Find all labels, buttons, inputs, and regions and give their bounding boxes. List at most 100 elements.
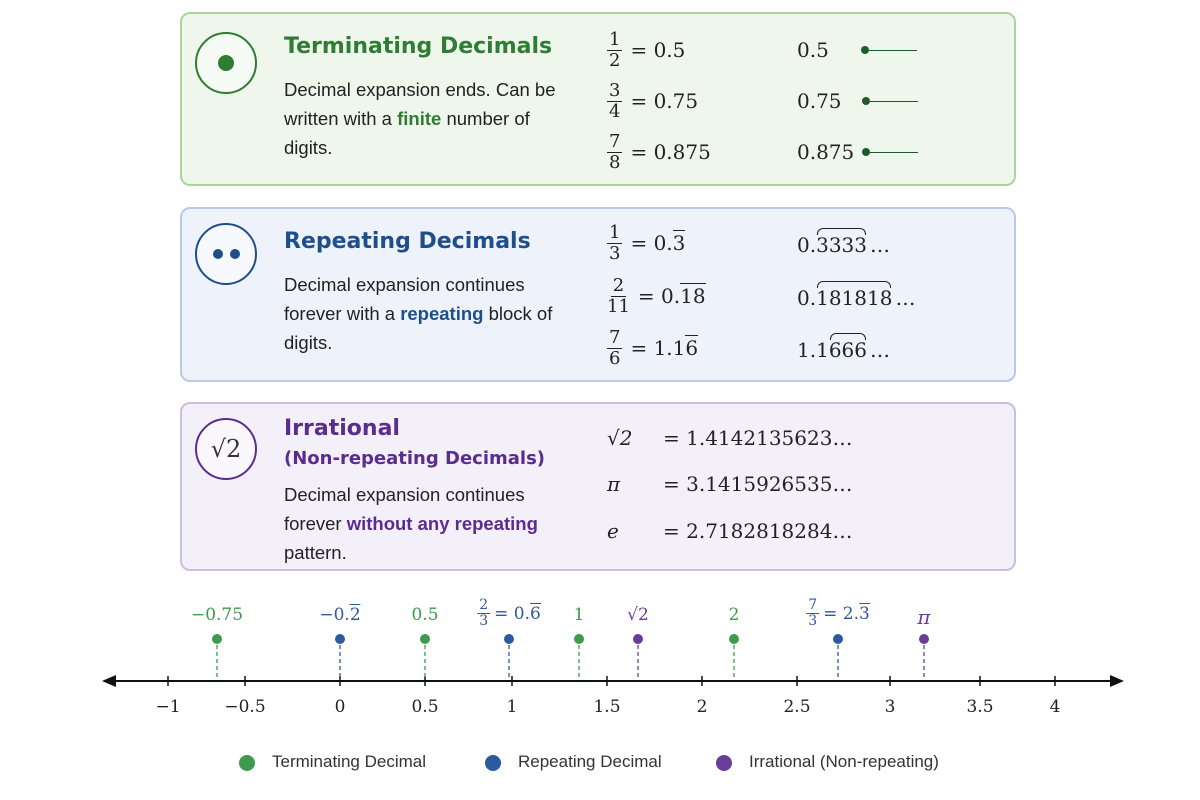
legend-label: Irrational (Non-repeating) [749,752,939,771]
description-highlight: finite [397,108,442,129]
expansion-lead: 0. [797,286,817,310]
description-highlight: without any repeating [346,513,538,534]
expansion-tail: … [895,286,916,310]
card-title: Irrational [284,416,400,441]
numerator: 7 [806,597,820,614]
math-row: e = 2.7182818284… [607,509,852,553]
point [574,634,584,644]
tick-label: 2.5 [783,697,811,717]
decimal: = 0.75 [630,89,699,113]
dot [218,55,234,71]
point-label: 2 [729,605,740,625]
expansion-value: 0.875 [797,140,855,164]
tick-label: −0.5 [224,697,266,717]
point [633,634,643,644]
decimal-repeat: 6 [529,602,541,624]
tick-label: 0 [334,697,346,717]
point-label: π [917,605,930,629]
decimal: = 1.16 [630,335,699,360]
point-decimal: −0.2 [319,604,361,625]
tick-label: 4 [1049,697,1061,717]
tick-label: −1 [155,697,181,717]
math-row: 7 6 = 1.16 [607,326,699,370]
numerator: 1 [607,221,623,244]
point [212,634,222,644]
symbol: √2 [607,426,633,450]
description: Decimal expansion continues forever with… [284,480,564,567]
icon-text: √2 [210,435,242,463]
decimal-prefix: = 0. [494,603,530,624]
description-text: block of digits. [284,303,553,353]
segment [868,49,917,51]
decimal-repeat: 3 [672,230,686,255]
symbol: π [607,472,621,496]
fraction: 2 11 [607,274,630,317]
dot [861,97,870,105]
point-decimal: = 0.6 [494,602,541,624]
point-label: 0.5 [411,605,438,625]
dot [860,46,869,54]
numerator: 2 [610,274,627,297]
point-label: −0.2 [319,604,361,625]
expansion-tail: … [870,233,890,257]
segment [870,151,919,153]
arrow-right [1110,675,1124,687]
irrational-card: √2 Irrational (Non-repeating Decimals) Deci… [180,402,1016,571]
numerator: 2 [477,597,491,614]
icon: √2 [195,418,257,480]
decimal-repeat: 18 [680,283,706,308]
dot [862,148,871,156]
tick-label: 0.5 [411,697,439,717]
expansion-braced: 666 [828,333,867,362]
symbol: e [607,519,619,543]
decimal-repeat: 6 [685,335,699,360]
point [729,634,739,644]
decimal-prefix: = 0. [630,231,673,255]
repeating-card: Repeating Decimals Decimal expansion cont… [180,207,1016,382]
numerator: 7 [607,130,623,153]
description: Decimal expansion continues forever with… [284,270,564,357]
description-text: Decimal expansion ends. Can be written w… [284,79,556,129]
value: = 3.1415926535… [663,472,853,496]
denominator: 8 [609,151,621,173]
expansion-value: 0.75 [797,89,842,113]
expansion-value: 0.5 [797,38,829,62]
card-title: Repeating Decimals [284,229,531,254]
expansion: 0.5 [797,28,917,72]
decimal-prefix: = 2. [823,603,859,624]
terminating-card: Terminating Decimals Decimal expansion en… [180,12,1016,186]
icon [195,32,257,94]
point [919,634,929,644]
expansion: 0.75 [797,79,918,123]
point [504,634,514,644]
decimal-prefix: = 0. [637,284,681,308]
denominator: 11 [607,295,630,317]
denominator: 4 [609,100,621,122]
legend-marker [716,755,732,771]
math-row: 1 3 = 0.3 [607,221,686,265]
value: = 1.4142135623… [663,426,853,450]
decimal: = 0.5 [630,38,686,62]
tick-label: 2 [696,697,708,717]
point-label: 1 [574,605,585,625]
expansion-tail: … [870,338,890,362]
description: Decimal expansion ends. Can be written w… [284,75,564,162]
numerator: 3 [607,79,623,102]
legend-marker [485,755,501,771]
denominator: 3 [609,242,621,264]
point-text: 2 [728,605,740,625]
point [833,634,843,644]
point-decimal: = 2.3 [823,602,870,624]
denominator: 3 [808,613,818,629]
icon [195,223,257,285]
point [420,634,430,644]
point-label: −0.75 [191,605,243,625]
card-title: Terminating Decimals [284,34,553,59]
